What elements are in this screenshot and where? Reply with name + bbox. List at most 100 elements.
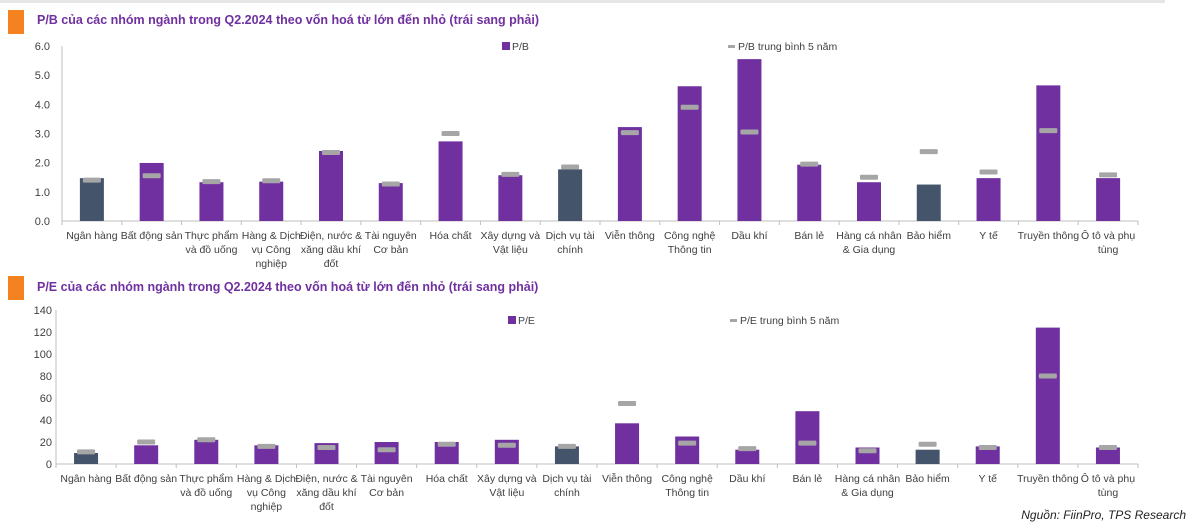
pe-chart-title: P/E của các nhóm ngành trong Q2.2024 the… (37, 280, 539, 294)
pb-category-label-line: Vật liệu (493, 244, 528, 256)
pb-category-label-line: Thực phẩm (185, 230, 239, 242)
pb-category-label-line: Bán lẻ (794, 230, 824, 242)
pe-category-label-line: Hàng & Dịch (237, 473, 296, 485)
pe-legend-bar-label: P/E (518, 315, 535, 327)
pb-avg-marker (501, 171, 520, 177)
pe-category-label: Thực phẩm và đồ uống (179, 473, 233, 499)
pb-avg-marker (800, 161, 819, 167)
pb-avg-marker (680, 104, 699, 110)
pb-avg-marker (82, 177, 101, 183)
pb-bar (259, 181, 284, 221)
pe-avg-marker (437, 441, 456, 447)
pb-y-tick-label: 6.0 (35, 41, 50, 53)
pe-category-label-line: Bất động sản (115, 473, 177, 485)
pe-category-label: Ô tô và phụ tùng (1081, 472, 1135, 499)
pe-category-label: Hàng & Dịch vụ Công nghiệp (237, 473, 296, 513)
pb-category-label-line: và đồ uống (185, 244, 237, 256)
pb-category-label-line: xăng dầu khí (301, 244, 361, 256)
pe-category-label-line: chính (554, 487, 580, 499)
pb-avg-marker (202, 179, 221, 185)
pe-category-label: Viễn thông (602, 472, 652, 485)
pe-avg-marker (918, 441, 937, 447)
pb-category-label-line: Hàng & Dịch (242, 230, 301, 242)
pe-bar (434, 442, 459, 464)
pe-avg-marker (257, 443, 276, 449)
pe-bar (74, 453, 99, 464)
pe-bar (134, 445, 159, 464)
pb-bar (1096, 178, 1121, 221)
pb-category-label: Bảo hiểm (907, 230, 952, 242)
pe-category-label-line: đốt (319, 501, 334, 513)
pe-category-label: Truyền thông (1017, 473, 1079, 485)
pb-bar (378, 183, 403, 221)
pe-category-label: Tài nguyên Cơ bản (361, 473, 413, 499)
pb-bar (139, 162, 164, 221)
pe-category-label-line: Tài nguyên (361, 473, 413, 485)
source-note: Nguồn: FiinPro, TPS Research (1021, 508, 1186, 522)
pb-legend-marker-swatch (728, 45, 735, 48)
pe-category-label-line: Hóa chất (426, 473, 468, 485)
pb-avg-marker (979, 169, 998, 175)
pb-category-label-line: Ngân hàng (66, 230, 118, 242)
pe-category-label: Hàng cá nhân & Gia dụng (835, 473, 901, 499)
pb-category-label: Hàng cá nhân & Gia dụng (836, 230, 902, 256)
pb-category-label-line: Công nghệ (664, 230, 716, 242)
pb-category-label: Ngân hàng (66, 230, 118, 242)
pe-avg-marker (197, 437, 216, 443)
pb-category-label-line: Y tế (979, 230, 998, 242)
pb-chart: 0.0 1.0 2.0 3.0 4.0 5.0 6.0 Ngân hàng Bất động s… (35, 41, 1139, 270)
pb-y-tick-label: 2.0 (35, 158, 50, 170)
pe-category-label-line: Ngân hàng (60, 473, 112, 485)
pb-category-label-line: Điện, nước & (300, 230, 362, 242)
pb-bar (319, 151, 343, 221)
pe-avg-marker (557, 443, 576, 449)
pb-category-label: Viễn thông (605, 229, 655, 242)
pe-category-label-line: Công nghệ (661, 473, 713, 485)
pb-bar (797, 164, 822, 221)
pe-category-label-line: & Gia dụng (841, 487, 894, 499)
pe-category-label-line: Cơ bản (369, 487, 404, 499)
pb-category-label-line: Viễn thông (605, 229, 655, 242)
pe-bar (615, 423, 640, 464)
pb-category-label: Y tế (979, 230, 998, 242)
pb-avg-marker (142, 173, 161, 179)
pe-category-label-line: Thông tin (665, 487, 709, 499)
pe-y-tick-label: 0 (46, 459, 52, 471)
pe-section-marker (8, 276, 24, 300)
pe-bar (374, 442, 399, 464)
pe-legend-marker-label: P/E trung bình 5 năm (740, 315, 839, 327)
pb-legend-bar-swatch (502, 42, 510, 50)
pe-category-label: Bất động sản (115, 473, 177, 485)
pb-avg-marker (620, 130, 639, 136)
pe-bar (254, 445, 279, 464)
pe-category-label-line: Điện, nước & (295, 473, 357, 485)
pb-category-label-line: Dầu khí (731, 230, 767, 242)
pb-category-label-line: Cơ bản (373, 244, 408, 256)
pb-category-label: Ô tô và phụ tùng (1081, 229, 1135, 256)
pb-category-label-line: Xây dựng và (481, 230, 541, 242)
pe-category-label-line: vụ Công (247, 487, 286, 499)
pe-category-label-line: xăng dầu khí (296, 487, 356, 499)
pe-bar (975, 446, 1000, 464)
pe-avg-marker (858, 448, 877, 454)
pb-category-label: Truyền thông (1018, 230, 1080, 242)
pb-chart-title: P/B của các nhóm ngành trong Q2.2024 the… (37, 13, 540, 27)
pe-avg-marker (798, 440, 817, 446)
pe-category-label: Điện, nước & xăng dầu khí đốt (295, 473, 357, 513)
pb-category-label-line: chính (557, 244, 583, 256)
pb-category-label: Hóa chất (430, 230, 472, 242)
pb-category-label-line: vụ Công (252, 244, 291, 256)
pe-y-tick-label: 100 (34, 349, 52, 361)
pe-category-label: Ngân hàng (60, 473, 112, 485)
pe-category-label-line: Vật liệu (489, 487, 524, 499)
pb-avg-marker (381, 181, 400, 187)
pe-category-label-line: Bảo hiểm (905, 473, 950, 485)
pb-category-label-line: đốt (324, 258, 339, 270)
pe-avg-marker (497, 442, 516, 448)
pb-avg-marker (262, 178, 281, 184)
pb-y-tick-label: 0.0 (35, 216, 50, 228)
pe-category-label-line: Dịch vụ tài (542, 473, 591, 485)
pb-category-label-line: nghiệp (255, 258, 287, 270)
pb-avg-marker (1039, 128, 1058, 134)
